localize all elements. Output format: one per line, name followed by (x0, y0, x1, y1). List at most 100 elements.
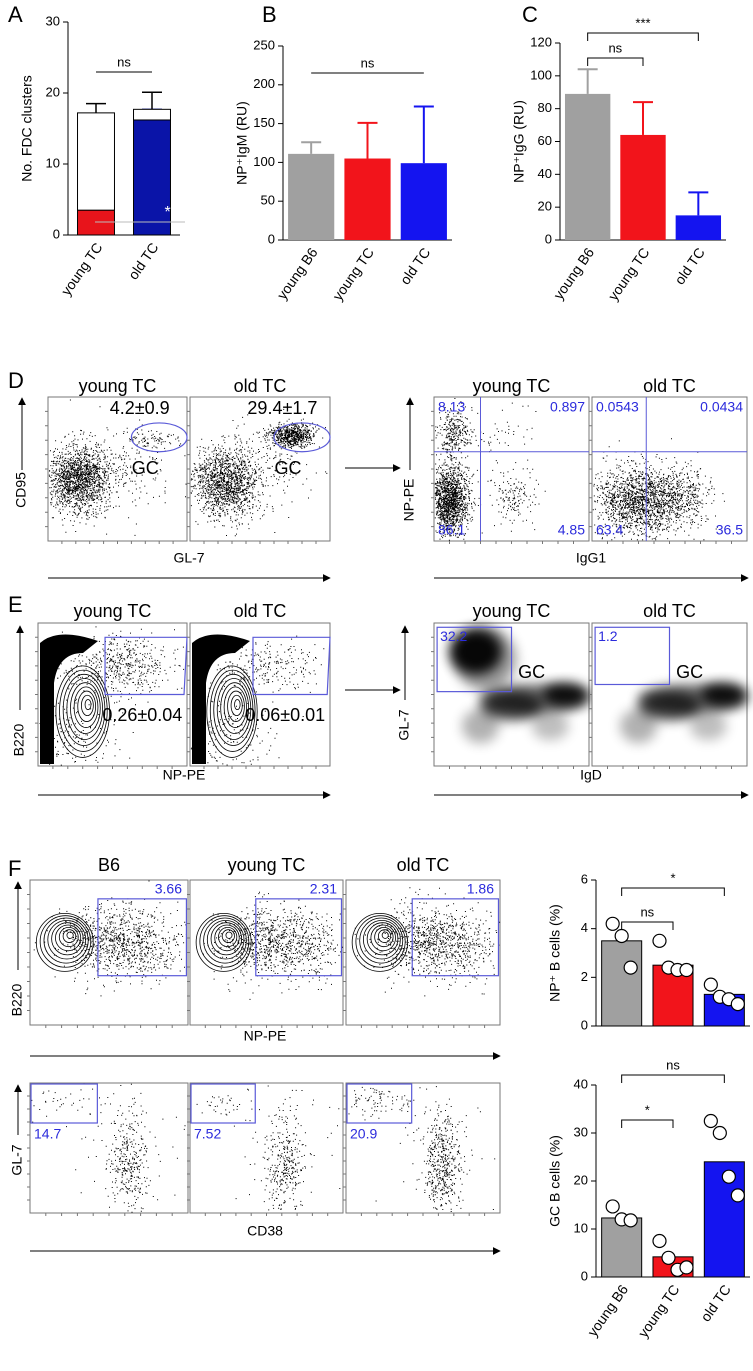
x-tick-label: old TC (671, 245, 708, 288)
gate (411, 898, 500, 977)
contour (77, 690, 97, 722)
contour (234, 699, 241, 711)
contour (366, 922, 399, 956)
contour (66, 678, 103, 740)
flow-plot: 20.9 (343, 1082, 501, 1216)
flow-plot: 32.2 (431, 622, 590, 769)
panel-letter: F (8, 856, 21, 881)
label: B6 (98, 855, 120, 875)
bracket (621, 1074, 725, 1083)
gate (130, 422, 188, 453)
gate-value: 2.31 (310, 881, 337, 897)
flow-plot: 1.86 (343, 879, 501, 1028)
label: GC (275, 458, 302, 478)
plot-frame (345, 879, 501, 1026)
bracket (621, 921, 674, 930)
axis-ticks (431, 410, 574, 544)
bar (620, 134, 666, 240)
cell-dots (190, 408, 328, 537)
density (542, 683, 589, 706)
density (454, 627, 517, 691)
contour (230, 694, 243, 717)
y-axis-label: NP⁺IgG (RU) (511, 100, 527, 183)
y-tick-label: 0 (581, 1268, 588, 1283)
y-tick-label: 20 (538, 199, 552, 214)
contour (62, 929, 77, 943)
cell-dots (196, 1085, 341, 1211)
data-point (703, 1113, 718, 1129)
x-tick-label: young TC (605, 245, 653, 304)
y-axis-label: NP⁺IgM (RU) (234, 101, 250, 185)
contour (220, 682, 250, 734)
data-point (712, 1125, 727, 1141)
label: 4.2±0.9 (110, 398, 170, 418)
flow-plot (35, 622, 188, 769)
panel-letter: C (522, 2, 538, 27)
quadrant-value: 36.5 (716, 522, 743, 538)
contour (43, 917, 89, 964)
contour (51, 922, 84, 956)
contour (210, 922, 243, 956)
plot-frame (591, 396, 748, 542)
label: young TC (473, 601, 551, 621)
axis-ticks (589, 636, 732, 769)
y-tick-label: 200 (253, 76, 275, 91)
bracket (587, 57, 644, 66)
plot-frame (345, 1082, 501, 1214)
x-tick-label: young B6 (274, 245, 321, 303)
y-tick-label: 100 (530, 67, 552, 82)
x-tick-label: old TC (125, 240, 162, 283)
y-axis-label: GC B cells (%) (547, 1135, 563, 1227)
label: GC (676, 662, 703, 682)
axis-ticks (187, 1095, 329, 1216)
y-axis-label: NP-PE (401, 479, 417, 522)
annotation: ns (640, 904, 654, 919)
y-tick-label: 30 (46, 13, 60, 28)
contour (206, 665, 258, 758)
flow-plot: 3.66 (27, 879, 189, 1028)
bar (675, 215, 722, 240)
contour (216, 678, 252, 740)
gate (252, 636, 331, 696)
flow-plot: 1.2 (589, 622, 748, 769)
gate (273, 422, 331, 453)
bracket (587, 32, 699, 41)
y-axis-label: GL-7 (9, 1144, 25, 1175)
y-tick-label: 4 (581, 920, 588, 935)
contour (225, 931, 233, 939)
axis-ticks (343, 894, 486, 1028)
bar (601, 1217, 643, 1278)
dense-region (192, 634, 250, 764)
contour (223, 686, 247, 728)
contour (199, 915, 250, 968)
quadrant-value: 0.897 (550, 399, 585, 415)
x-tick-label: young TC (58, 240, 106, 299)
density (480, 691, 543, 721)
y-tick-label: 100 (253, 154, 275, 169)
bar-segment (77, 112, 115, 211)
axis-ticks (431, 636, 574, 769)
gate (190, 1083, 256, 1124)
density (461, 708, 500, 744)
gate-value: 7.52 (194, 1126, 221, 1142)
gate-value: 14.7 (34, 1126, 61, 1142)
panel-letter: A (8, 2, 23, 27)
label: old TC (643, 376, 696, 396)
y-tick-label: 120 (530, 34, 552, 49)
plot-frame (189, 1082, 344, 1214)
density (619, 708, 658, 744)
bar-segment (77, 209, 115, 236)
bar (564, 93, 611, 241)
contour (35, 912, 94, 972)
axis-ticks (187, 410, 317, 544)
panel-letter: E (8, 592, 23, 617)
contour (227, 690, 245, 722)
y-axis-label: B220 (9, 983, 25, 1016)
data-point (661, 1250, 676, 1265)
plot-frame (29, 1082, 189, 1214)
y-tick-label: 50 (261, 193, 275, 208)
quadrant-value: 8.13 (438, 399, 465, 415)
y-tick-label: 0 (53, 226, 60, 241)
contour (214, 924, 240, 952)
axis-ticks (35, 636, 173, 769)
